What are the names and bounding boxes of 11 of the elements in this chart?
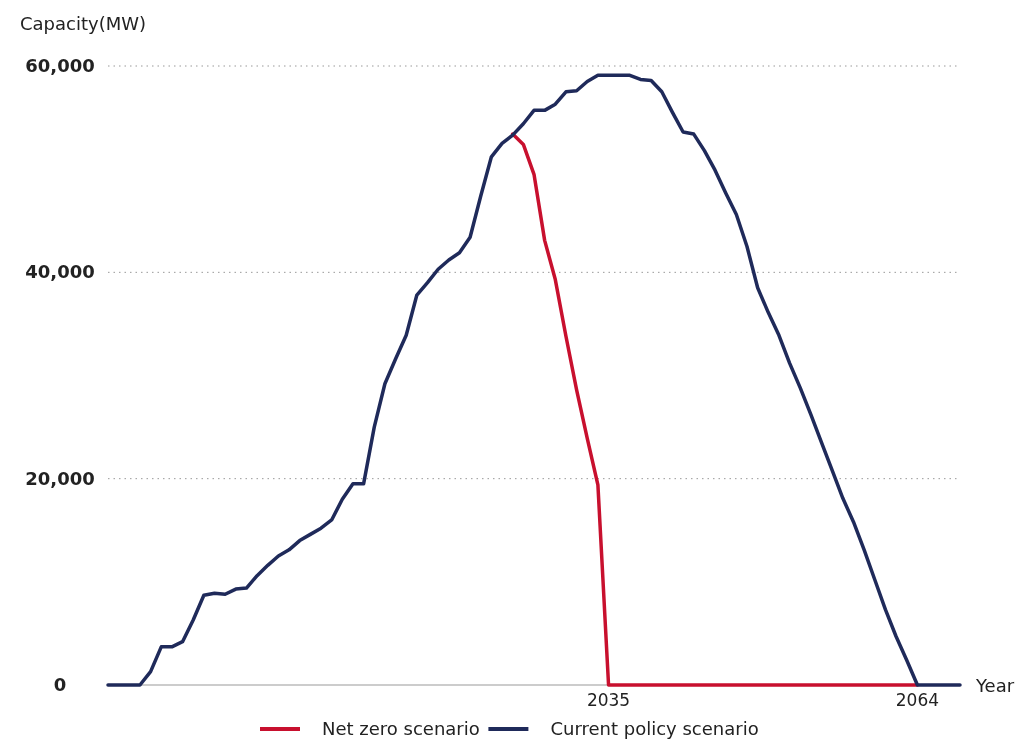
y-tick-label: 40,000 (25, 261, 95, 283)
x-axis-title: Year (975, 675, 1015, 696)
y-axis-title: Capacity(MW) (20, 13, 147, 34)
y-tick-label: 60,000 (25, 55, 95, 76)
x-tick-label: 2035 (586, 690, 631, 710)
legend-label: Current policy scenario (550, 718, 759, 739)
line-series (106, 73, 962, 687)
y-tick-label: 20,000 (25, 467, 95, 489)
x-tick-label: 2064 (895, 690, 940, 710)
y-tick-label: 0 (53, 674, 67, 695)
legend-label: Net zero scenario (322, 718, 480, 739)
